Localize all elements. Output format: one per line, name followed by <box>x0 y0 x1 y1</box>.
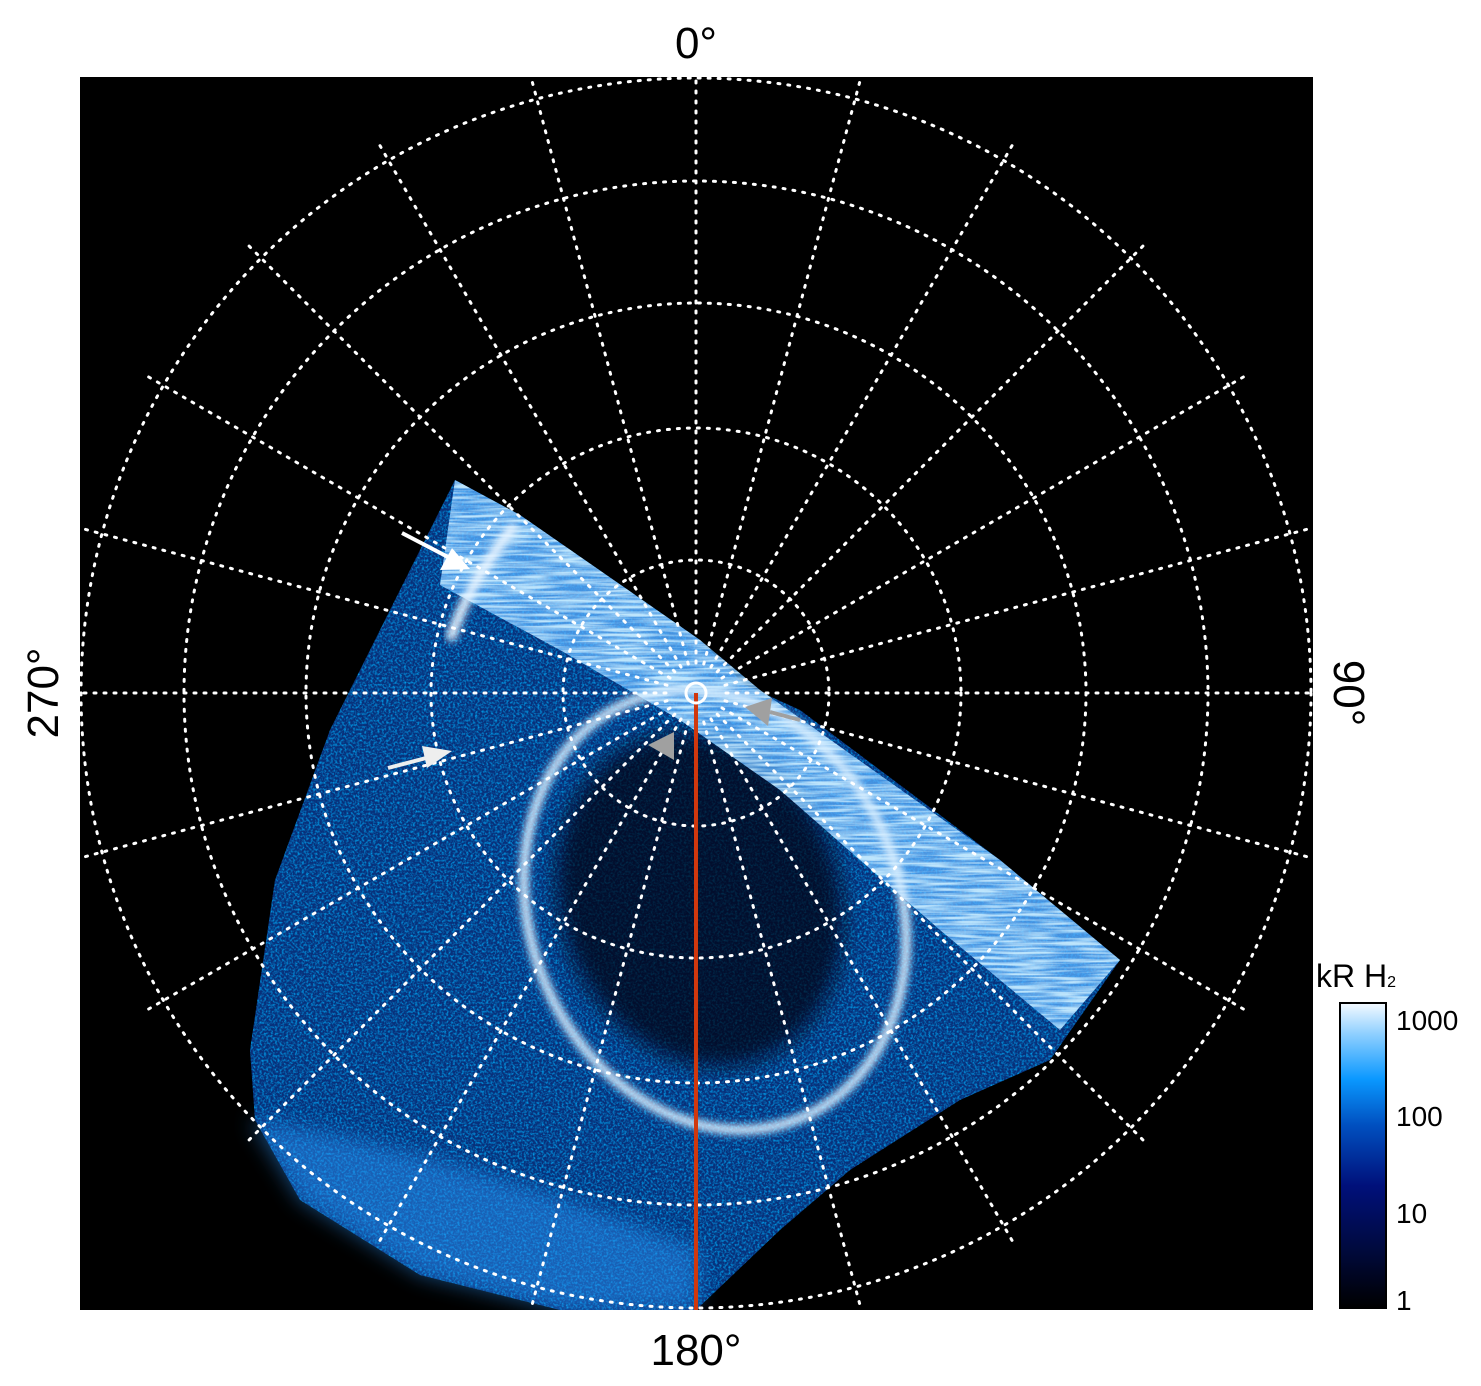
grid-spoke <box>140 706 672 1015</box>
outer-arc <box>445 521 519 642</box>
grid-spoke <box>529 720 690 1310</box>
grid-spoke <box>529 77 690 666</box>
white-arrow <box>401 531 470 570</box>
main-auroral-oval <box>519 685 911 1135</box>
grid-spoke <box>241 712 677 1148</box>
grid-spoke <box>723 699 1313 860</box>
polar-grid <box>80 77 1313 1310</box>
colorbar-tick: 1000 <box>1396 1005 1458 1036</box>
grid-spoke <box>723 526 1313 687</box>
colorbar-title: kR H2 <box>1316 958 1396 994</box>
grid-circle <box>80 77 1313 1310</box>
colorbar: kR H2 1000 100 10 1 <box>1316 958 1458 1316</box>
angle-label-left: 270° <box>19 647 68 738</box>
grid-spoke <box>702 720 863 1310</box>
grid-spoke <box>715 238 1151 674</box>
grid-spoke <box>241 238 677 674</box>
grid-spoke <box>720 371 1252 680</box>
angle-label-right: 90° <box>1324 660 1373 727</box>
grid-spoke <box>374 137 683 669</box>
grid-spoke <box>702 77 863 666</box>
angle-label-top: 0° <box>675 19 717 68</box>
pole-marker <box>684 681 708 705</box>
grid-circle <box>429 426 963 960</box>
grid-spoke <box>140 371 672 680</box>
grid-spoke <box>709 137 1018 669</box>
colorbar-gradient <box>1339 1002 1387 1309</box>
aurora-emission <box>250 480 1120 1310</box>
grid-spoke <box>720 706 1252 1015</box>
grid-spoke <box>80 526 669 687</box>
gray-arrow <box>745 698 801 726</box>
grid-spoke <box>374 717 683 1249</box>
grid-spoke <box>80 699 669 860</box>
colorbar-tick: 1 <box>1396 1285 1412 1316</box>
colorbar-tick: 100 <box>1396 1101 1443 1132</box>
grid-spoke <box>715 712 1151 1148</box>
angle-label-bottom: 180° <box>650 1326 741 1375</box>
grid-spoke <box>709 717 1018 1249</box>
white-arrow <box>387 746 452 770</box>
colorbar-tick: 10 <box>1396 1198 1427 1229</box>
gray-arrow <box>648 732 674 760</box>
